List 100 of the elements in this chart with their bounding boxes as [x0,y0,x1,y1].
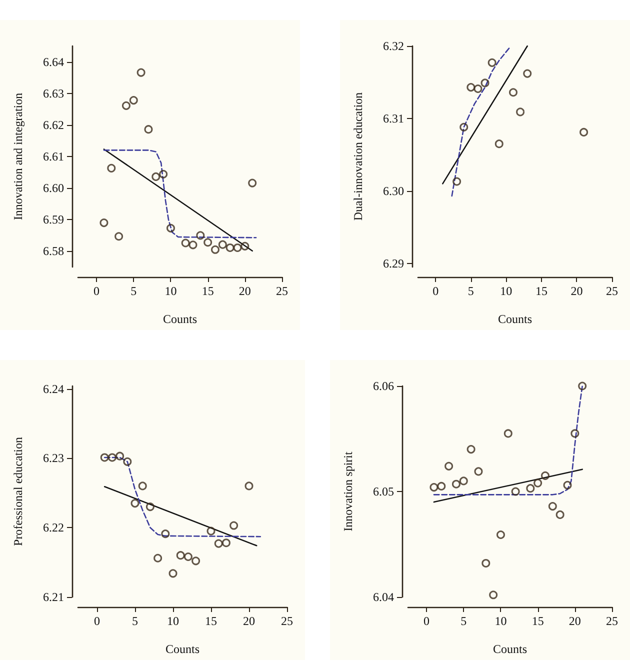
point [474,84,482,93]
line-series [103,150,257,238]
point [516,108,525,116]
y-axis-title: Professional education [11,437,25,546]
point [480,78,490,88]
x-axis-title: Counts [162,312,198,326]
point [508,88,518,97]
point [100,453,109,462]
point [540,471,550,480]
point [181,238,190,248]
y-tick-label: 6.59 [43,212,64,227]
y-tick-label: 6.30 [383,184,404,198]
x-tick-label: 5 [460,614,467,628]
point [482,558,490,568]
point [210,245,220,254]
point [108,453,116,462]
y-tick-label: 6.22 [43,520,64,535]
y-tick-label: 6.23 [43,451,64,466]
point [580,128,588,136]
y-axis-title: Innovation spirit [341,451,355,532]
point [114,232,124,241]
x-tick-label: 5 [130,284,137,298]
point [154,554,162,562]
point [129,96,138,105]
x-tick-label: 0 [94,284,100,298]
point [504,429,512,438]
point [248,178,257,188]
line-series [433,385,583,496]
x-tick-label: 5 [468,284,474,298]
y-tick-label: 6.31 [383,111,404,126]
y-axis-title: Dual-innovation education [351,92,365,221]
point [146,502,154,512]
x-tick-label: 25 [281,614,293,628]
point [152,172,160,181]
point [556,510,564,519]
point [474,467,483,476]
x-axis-title: Counts [165,642,200,656]
point [196,231,205,240]
y-tick-label: 6.24 [43,382,64,396]
y-tick-label: 6.04 [373,590,394,604]
point [136,68,146,77]
x-tick-label: 20 [238,284,251,298]
x-tick-label: 15 [532,614,544,628]
y-tick-label: 6.29 [383,256,404,270]
y-tick-label: 6.64 [43,54,64,69]
y-tick-label: 6.63 [43,86,64,100]
point [214,539,223,548]
point [526,484,535,493]
point [161,530,170,538]
point [452,177,462,186]
x-tick-label: 5 [132,614,138,628]
point [459,476,468,486]
point [123,457,132,466]
x-tick-label: 25 [276,284,288,298]
x-tick-label: 15 [202,284,214,298]
point [496,530,505,540]
point [563,480,572,490]
point [444,462,454,470]
x-tick-label: 20 [570,284,583,298]
y-tick-label: 6.62 [43,118,64,132]
point [233,243,242,252]
point [548,502,557,511]
x-tick-label: 10 [500,284,512,298]
point [578,382,587,390]
y-tick-label: 6.21 [43,590,64,604]
point [570,429,580,438]
line-series [104,456,262,538]
x-tick-label: 10 [164,284,177,298]
x-tick-label: 25 [606,284,618,298]
point [100,218,108,228]
point [488,58,496,67]
y-axis-title: Innovation and integration [11,92,25,220]
point [230,521,238,530]
x-tick-label: 10 [167,614,179,628]
point [534,478,542,488]
point [122,101,130,110]
point [437,482,446,490]
point [452,480,460,488]
point [168,569,178,578]
x-tick-label: 10 [494,614,507,628]
point [192,556,200,566]
x-tick-label: 0 [94,614,100,628]
point [240,242,250,250]
x-tick-label: 15 [535,284,548,298]
point [466,83,476,92]
x-tick-label: 0 [424,614,430,628]
point [206,526,216,536]
x-axis-title: Counts [492,642,528,656]
y-tick-label: 6.05 [373,484,394,498]
y-tick-label: 6.58 [43,244,64,258]
point [144,125,153,134]
point [460,122,468,132]
point [494,140,504,148]
y-tick-label: 6.60 [43,181,64,196]
point [188,240,198,250]
x-tick-label: 20 [243,614,255,628]
point [222,538,230,548]
point [204,238,212,247]
y-tick-label: 6.32 [383,39,404,53]
point [489,590,498,600]
